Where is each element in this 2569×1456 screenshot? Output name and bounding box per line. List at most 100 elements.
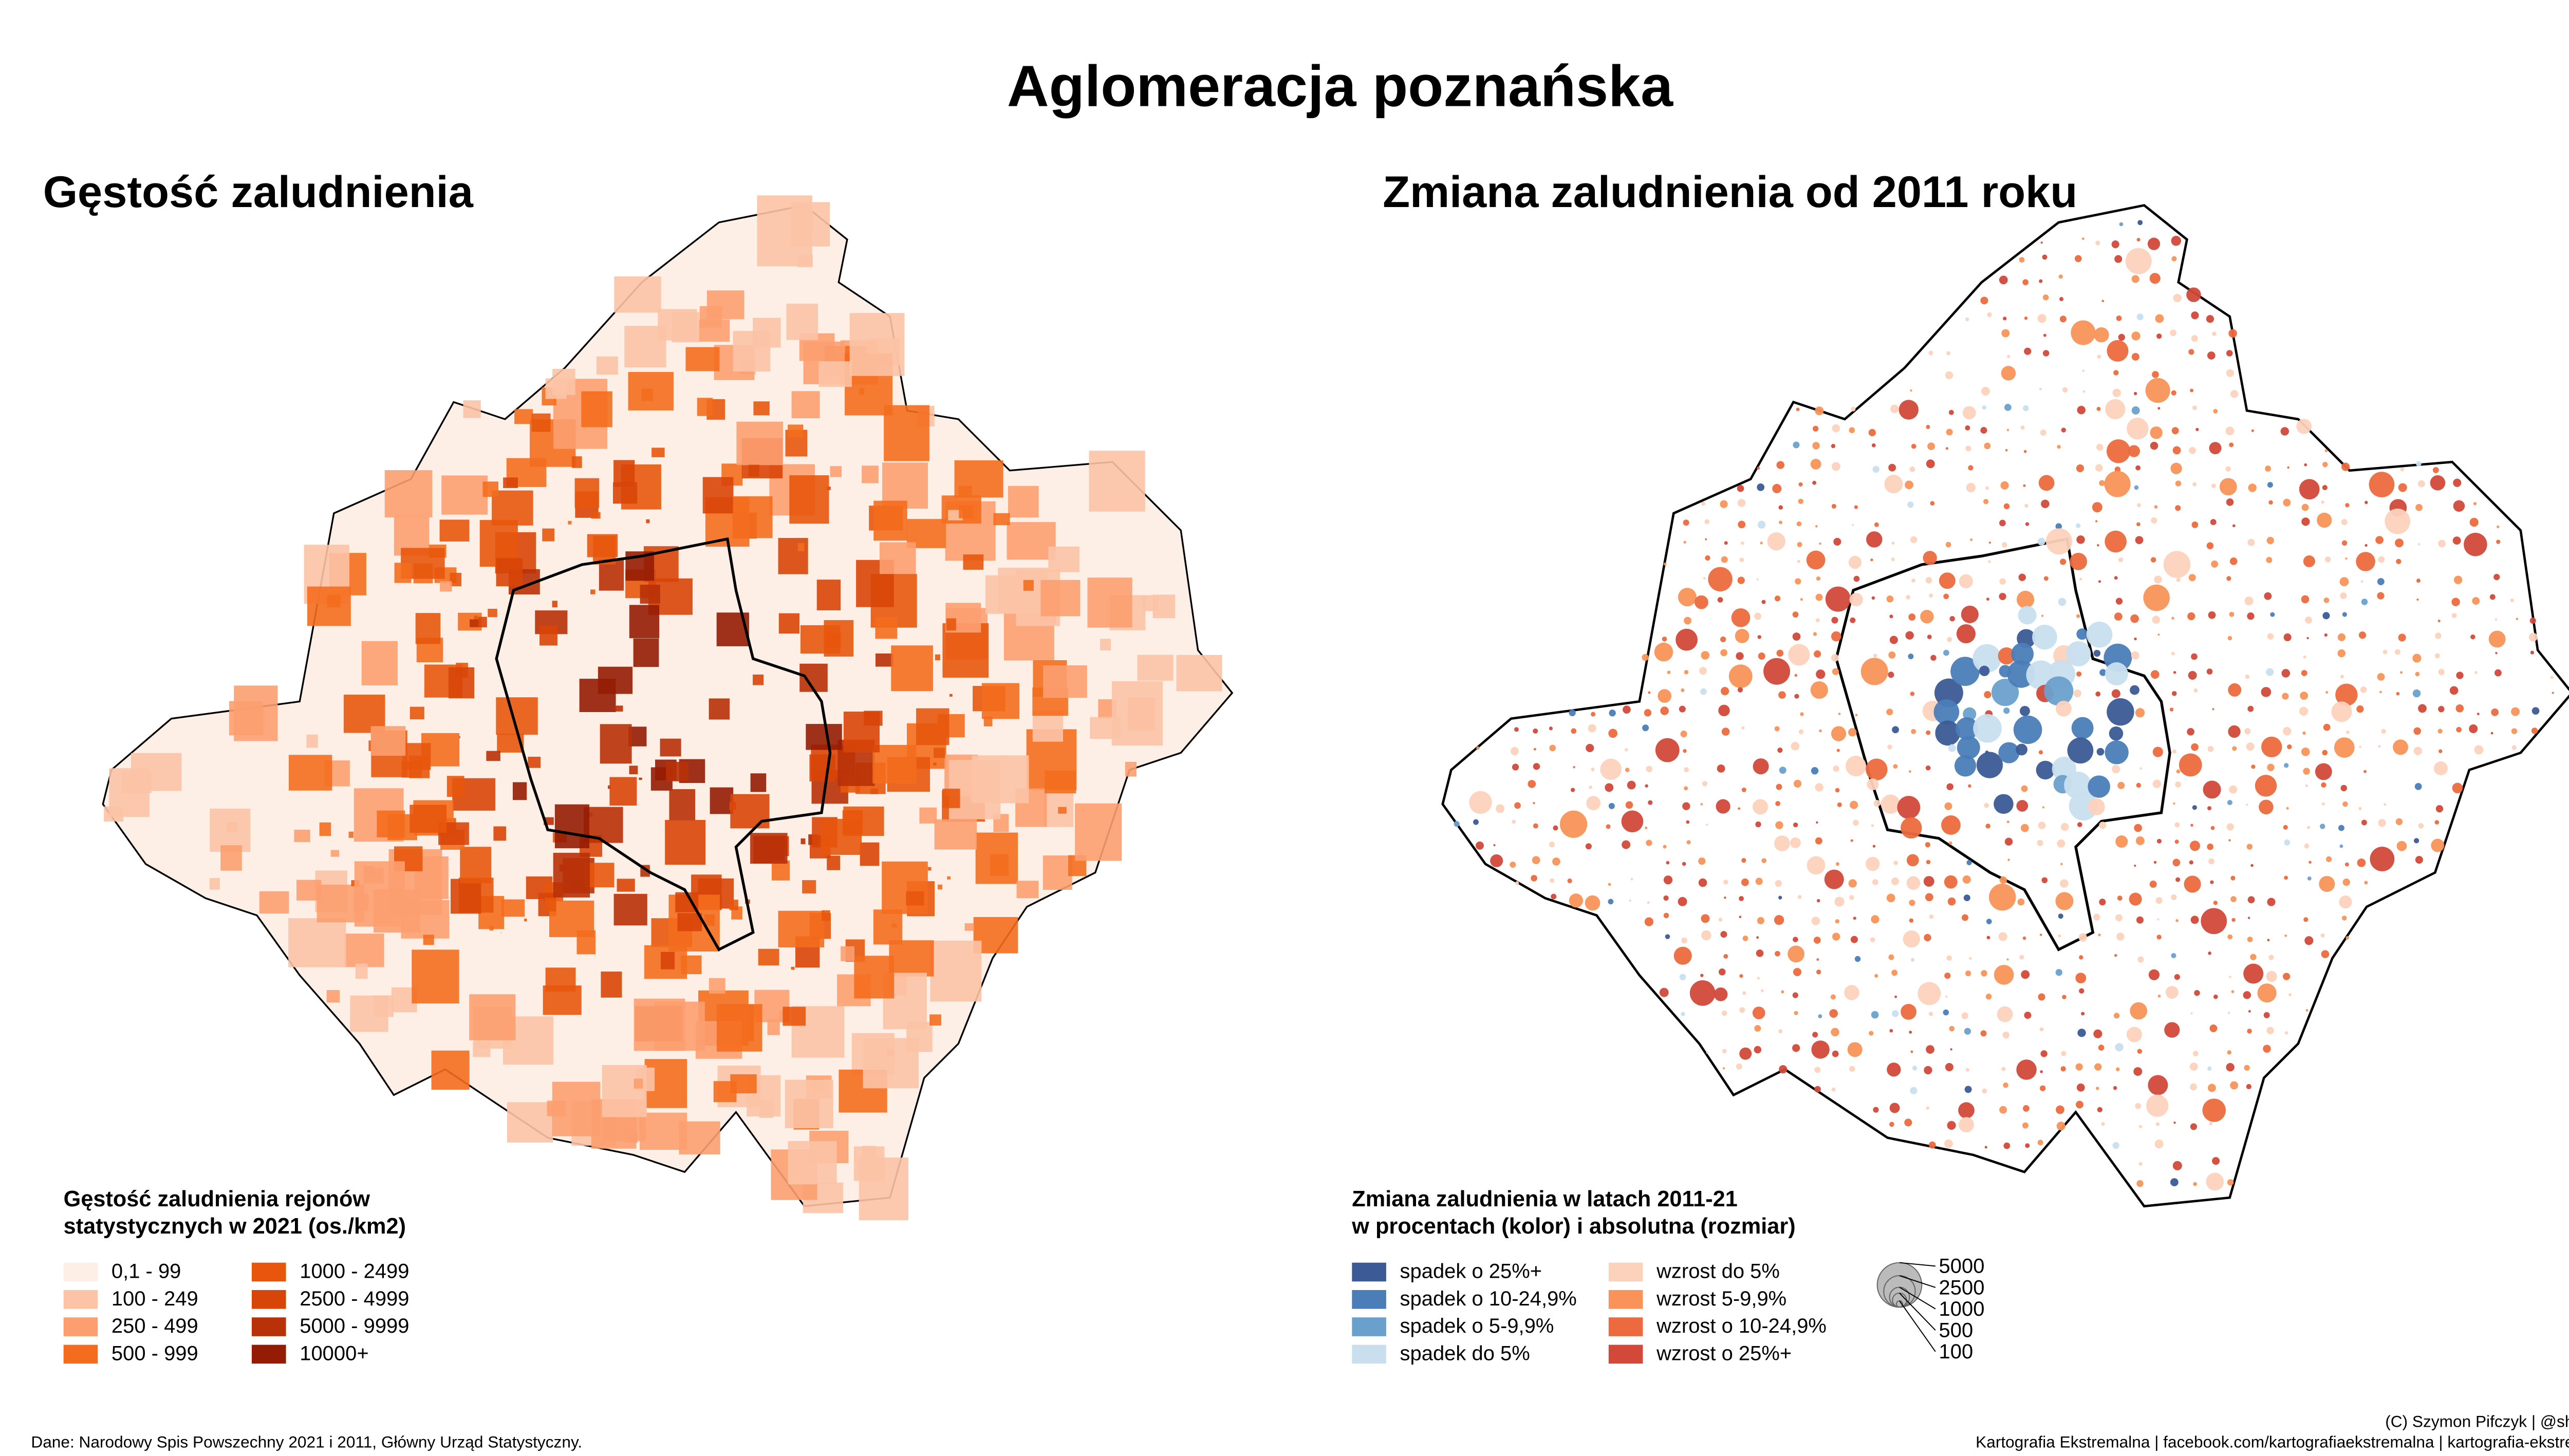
change-dot <box>2076 535 2085 544</box>
legend-label: 10000+ <box>300 1342 368 1365</box>
change-dot <box>1911 729 1916 734</box>
change-dot <box>2119 222 2124 227</box>
change-dot <box>2396 692 2400 696</box>
density-area <box>344 934 384 967</box>
change-dot <box>2266 970 2277 982</box>
density-area <box>574 478 600 508</box>
change-dot <box>2094 1063 2102 1071</box>
change-dot <box>2305 1009 2309 1012</box>
change-dot <box>1645 784 1648 788</box>
change-dot <box>2489 594 2496 600</box>
density-area <box>859 388 865 395</box>
legend-swatch <box>1352 1317 1386 1336</box>
change-dot <box>2077 1029 2086 1037</box>
density-area <box>629 766 638 774</box>
density-area <box>753 318 781 348</box>
change-dot <box>2137 956 2144 963</box>
change-dot <box>2129 892 2142 906</box>
density-area <box>716 612 749 646</box>
change-dot <box>2244 596 2254 606</box>
change-dot <box>1872 879 1878 885</box>
density-area <box>531 413 551 432</box>
change-dot <box>1831 726 1847 741</box>
change-dot <box>1871 824 1874 827</box>
change-dot <box>2095 240 2100 246</box>
legend-label: spadek do 5% <box>1400 1342 1530 1365</box>
change-dot <box>1867 778 1879 791</box>
change-dot <box>2076 1100 2083 1109</box>
change-dot <box>2226 1063 2235 1072</box>
change-dot <box>2001 329 2010 338</box>
change-dot <box>1722 1049 1727 1054</box>
change-dot <box>1608 883 1611 886</box>
change-dot <box>2003 1082 2008 1088</box>
change-dot <box>1739 1047 1752 1060</box>
change-dot <box>2473 502 2477 506</box>
density-area <box>394 563 412 583</box>
change-dot <box>2086 622 2113 648</box>
change-dot <box>2246 742 2255 751</box>
change-dot <box>2453 500 2465 512</box>
change-dot <box>1849 592 1863 607</box>
density-area <box>916 708 950 745</box>
change-dot <box>1999 1106 2007 1114</box>
density-area <box>503 477 518 488</box>
change-dot <box>2032 624 2057 650</box>
change-dot <box>1966 482 1976 493</box>
change-dot <box>2227 1012 2230 1014</box>
change-dot <box>2315 763 2332 780</box>
change-dot <box>1874 974 1878 978</box>
change-dot <box>1906 854 1919 867</box>
change-dot <box>2247 538 2255 546</box>
change-dot <box>1888 954 1894 960</box>
change-dot <box>2156 838 2162 844</box>
change-dot <box>2305 784 2308 787</box>
change-dot <box>1686 840 1691 845</box>
change-dot <box>1774 835 1790 851</box>
change-dot <box>1965 425 1970 431</box>
change-dot <box>1606 824 1611 829</box>
change-dot <box>1925 893 1933 902</box>
change-dot <box>1806 550 1826 570</box>
density-area <box>681 955 702 975</box>
change-dot <box>2020 824 2029 832</box>
change-dot <box>2307 826 2311 829</box>
change-dot <box>2396 841 2407 851</box>
change-dot <box>1793 967 1801 976</box>
change-dot <box>2257 983 2277 1003</box>
change-dot <box>1888 671 1894 678</box>
change-dot <box>2381 729 2386 734</box>
change-dot <box>1559 810 1588 838</box>
change-dot <box>2375 536 2384 544</box>
density-area <box>288 918 346 967</box>
change-dot <box>1894 995 1897 998</box>
density-area <box>598 666 633 694</box>
change-dot <box>2416 578 2421 583</box>
change-dot <box>2093 1029 2102 1038</box>
change-dot <box>2211 483 2216 488</box>
change-dot <box>1872 845 1876 848</box>
change-dot <box>2135 708 2145 718</box>
change-dot <box>2493 573 2500 581</box>
change-dot <box>1944 972 1951 979</box>
change-dot <box>1775 801 1780 806</box>
change-dot <box>2003 707 2010 714</box>
change-dot <box>2494 618 2498 621</box>
change-dot <box>2105 530 2127 553</box>
change-dot <box>2113 370 2119 376</box>
density-area <box>873 500 907 541</box>
change-dot <box>2116 1067 2120 1071</box>
change-dot <box>1778 691 1786 699</box>
change-dot <box>1848 728 1857 737</box>
density-area <box>296 880 322 901</box>
change-dot <box>2022 279 2029 286</box>
change-dot <box>2099 899 2106 906</box>
change-dot <box>1810 681 1828 699</box>
change-dot <box>2412 654 2422 663</box>
change-dot <box>1755 878 1763 885</box>
legend-label: spadek o 25%+ <box>1400 1260 1542 1283</box>
change-dot <box>1772 483 1782 493</box>
density-area <box>783 1006 806 1026</box>
change-dot <box>2041 877 2048 884</box>
change-dot <box>1898 400 1919 420</box>
